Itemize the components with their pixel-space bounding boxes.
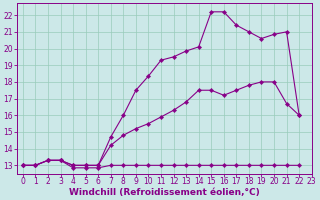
X-axis label: Windchill (Refroidissement éolien,°C): Windchill (Refroidissement éolien,°C) <box>69 188 260 197</box>
